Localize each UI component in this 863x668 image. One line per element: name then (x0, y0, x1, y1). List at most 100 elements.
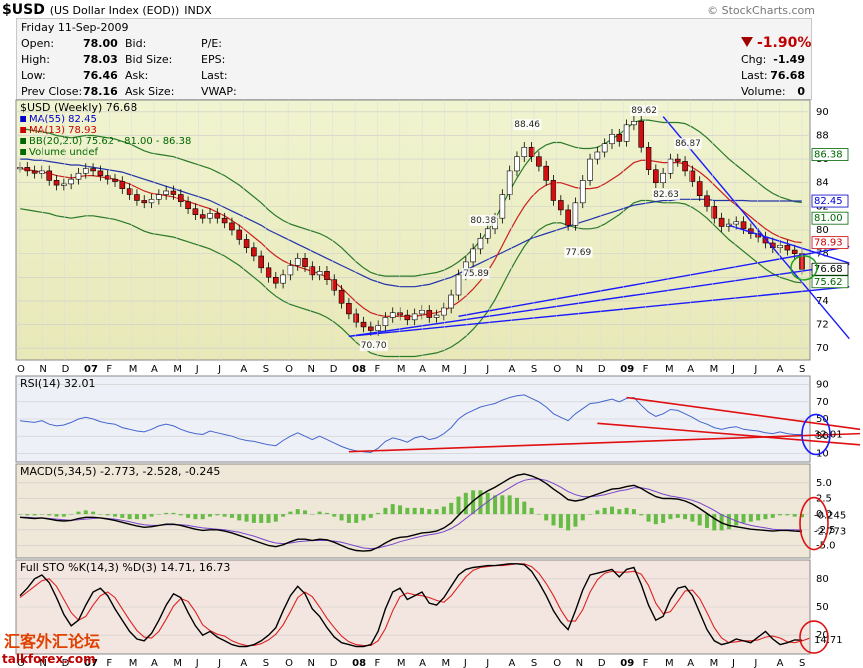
candle-body (653, 169, 659, 184)
x-tick-label: M (665, 364, 674, 375)
candle-body (126, 188, 133, 195)
macd-line (19, 473, 803, 552)
x-tick-label: J (485, 364, 489, 375)
trend-line (728, 224, 850, 264)
chg-label: Chg: (741, 53, 767, 66)
histogram-bar (639, 514, 644, 516)
histogram-bar (332, 514, 337, 517)
x-tick-label: 09 (620, 658, 634, 668)
panel-frame (15, 99, 811, 361)
candle-body (623, 124, 630, 142)
y-tick-label: 72 (816, 320, 829, 331)
candle-body (156, 194, 162, 200)
candle-body (90, 168, 96, 172)
y-tick-label: 0.0 (816, 509, 832, 520)
x-tick-label: O (553, 364, 561, 375)
candle-body (331, 279, 338, 291)
low-label: Low: (21, 69, 46, 82)
y-tick-label: 82 (816, 201, 829, 212)
macd-panel: 5.0 2.5 0.0 -2.5 -5.0 -0.245 -2.773 MACD(5,34,5… (15, 463, 846, 559)
histogram-bar (164, 512, 169, 515)
histogram-bar (98, 514, 103, 515)
candle-body (565, 209, 571, 226)
candle-body (733, 221, 740, 225)
histogram-bar (441, 506, 446, 515)
source-credit[interactable]: © StockCharts.com (707, 4, 815, 17)
candle-body (272, 276, 279, 284)
low-value: 76.46 (83, 69, 118, 82)
price-annotation: 89.62 (631, 106, 657, 116)
x-tick-label: J (731, 658, 735, 668)
histogram-bar (756, 514, 761, 521)
quote-panel: Friday 11-Sep-2009 Open: 78.00 High: 78.… (16, 18, 812, 100)
candle-body (375, 325, 381, 331)
annotation-bg (630, 105, 658, 116)
histogram-bar (134, 514, 139, 520)
last-value: 76.68 (770, 69, 805, 82)
candle-body (75, 172, 82, 180)
chart-title: $USD (US Dollar Index (EOD)) INDX (2, 2, 212, 18)
histogram-bar (105, 514, 110, 516)
panel-title: Full STO %K(14,3) %D(3) 14.71, 16.73 (20, 561, 230, 574)
x-tick-label: F (106, 658, 112, 668)
histogram-bar (529, 507, 534, 515)
histogram-bar (47, 514, 52, 516)
candle-body (587, 158, 593, 181)
x-tick-label: A (777, 364, 784, 375)
candle-body (660, 172, 666, 184)
x-tick-label: A (151, 364, 158, 375)
candle-body (294, 258, 301, 266)
candle-body (455, 274, 462, 296)
histogram-bar (712, 514, 717, 531)
x-tick-label: O (285, 658, 293, 668)
candle-body (368, 326, 374, 331)
highlight-circle (799, 620, 829, 654)
histogram-bar (281, 514, 286, 517)
candle-body (718, 217, 725, 227)
x-tick-label: A (509, 364, 516, 375)
panel-frame (15, 375, 811, 463)
x-tick-label: N (307, 658, 314, 668)
candle-body (214, 213, 221, 219)
histogram-bar (39, 514, 44, 515)
candle-body (251, 247, 257, 257)
x-tick-label: J (217, 658, 221, 668)
bb-upper-line (19, 119, 803, 277)
candle-body (689, 170, 696, 182)
y-tick-label: 80 (816, 225, 829, 236)
panel-title: $USD (Weekly) 76.68 (20, 101, 137, 114)
x-tick-label: M (173, 364, 182, 375)
candle-body (441, 307, 447, 316)
candle-body (506, 170, 513, 195)
candle-body (521, 146, 528, 158)
x-tick-label: A (419, 658, 426, 668)
candle-body (31, 170, 38, 174)
candle-body (740, 221, 747, 230)
y-tick-label: 10 (816, 448, 829, 459)
x-tick-label: F (374, 658, 380, 668)
histogram-bar (522, 501, 527, 515)
candle-body (528, 146, 535, 158)
histogram-bar (588, 514, 593, 515)
candle-body (616, 133, 623, 142)
price-annotation: 75.89 (463, 269, 489, 279)
annotation-bg (513, 119, 542, 131)
candle-body (572, 202, 579, 226)
histogram-bar (536, 514, 541, 515)
down-triangle-icon (741, 37, 753, 47)
bid-size-label: Bid Size: (125, 53, 173, 66)
y-tick-label: 88 (816, 130, 829, 141)
histogram-bar (449, 502, 454, 515)
trend-line (626, 396, 861, 431)
histogram-bar (186, 514, 191, 518)
legend-label: BB(20,2.0) 75.62 - 81.00 - 86.38 (29, 136, 191, 147)
histogram-bar (471, 490, 476, 515)
y-tick-label: 20 (816, 630, 829, 641)
x-tick-label: D (330, 658, 338, 668)
histogram-bar (434, 509, 439, 515)
candle-body (682, 161, 688, 172)
candle-body (748, 228, 754, 234)
x-tick-label: J (195, 364, 199, 375)
candle-body (221, 217, 228, 224)
candle-body (419, 310, 425, 315)
